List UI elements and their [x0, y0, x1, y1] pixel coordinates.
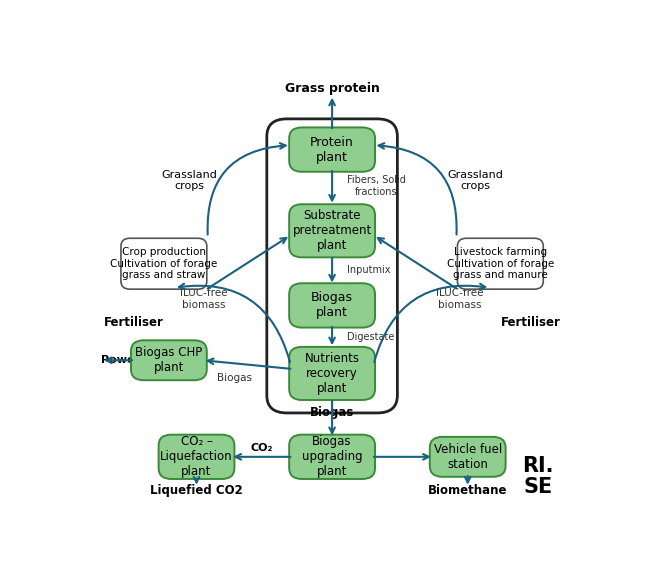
Text: Biogas
plant: Biogas plant	[311, 291, 353, 319]
Text: RI.
SE: RI. SE	[522, 456, 554, 497]
FancyBboxPatch shape	[457, 238, 543, 289]
Text: ILUC-free
biomass: ILUC-free biomass	[436, 288, 484, 310]
Text: Biogas CHP
plant: Biogas CHP plant	[135, 346, 203, 374]
Text: Biogas: Biogas	[216, 373, 251, 383]
Text: Grass protein: Grass protein	[284, 82, 380, 95]
Text: Substrate
pretreatment
plant: Substrate pretreatment plant	[292, 209, 372, 253]
Text: ILUC-free
biomass: ILUC-free biomass	[180, 288, 228, 310]
Text: Inputmix: Inputmix	[347, 265, 391, 275]
Text: Biogas
upgrading
plant: Biogas upgrading plant	[302, 435, 362, 478]
Text: Liquefied CO2: Liquefied CO2	[150, 484, 243, 497]
Text: Protein
plant: Protein plant	[310, 136, 354, 164]
FancyBboxPatch shape	[289, 204, 375, 257]
Text: Grassland
crops: Grassland crops	[161, 169, 217, 191]
Text: Fertiliser: Fertiliser	[500, 316, 561, 329]
Text: CO₂ –
Liquefaction
plant: CO₂ – Liquefaction plant	[160, 435, 233, 478]
FancyBboxPatch shape	[159, 435, 235, 479]
Text: Fertiliser: Fertiliser	[104, 316, 164, 329]
Text: Vehicle fuel
station: Vehicle fuel station	[434, 443, 502, 471]
FancyBboxPatch shape	[430, 437, 505, 477]
Text: CO₂: CO₂	[251, 443, 273, 453]
Text: Nutrients
recovery
plant: Nutrients recovery plant	[305, 352, 360, 395]
Text: Livestock farming
Cultivation of forage
grass and manure: Livestock farming Cultivation of forage …	[446, 247, 554, 280]
Text: Biogas: Biogas	[310, 406, 354, 420]
Text: Grassland
crops: Grassland crops	[447, 169, 503, 191]
Text: Power & Heat: Power & Heat	[101, 355, 187, 365]
FancyBboxPatch shape	[121, 238, 207, 289]
Text: Biomethane: Biomethane	[428, 484, 507, 497]
FancyBboxPatch shape	[289, 283, 375, 328]
FancyBboxPatch shape	[131, 340, 207, 380]
FancyBboxPatch shape	[289, 128, 375, 172]
Text: Crop production
Cultivation of forage
grass and straw: Crop production Cultivation of forage gr…	[110, 247, 218, 280]
FancyBboxPatch shape	[267, 119, 397, 413]
FancyBboxPatch shape	[289, 347, 375, 400]
Text: Digestate: Digestate	[347, 332, 395, 342]
Text: Fibers, Solid
fractions: Fibers, Solid fractions	[347, 175, 406, 197]
FancyBboxPatch shape	[289, 435, 375, 479]
